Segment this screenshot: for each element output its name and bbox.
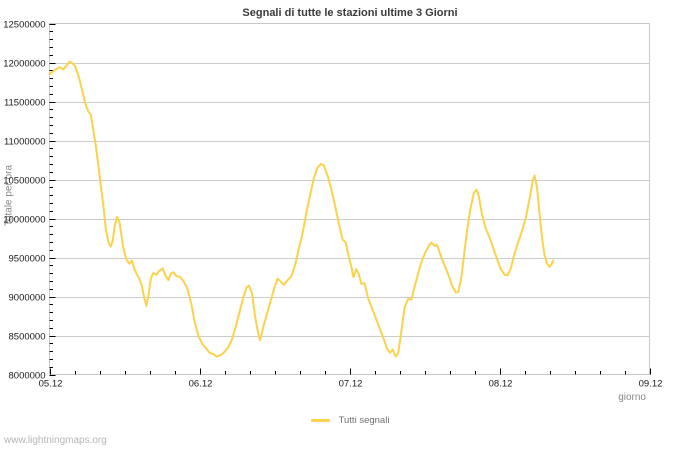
y-tick-label: 8500000 (9, 332, 46, 343)
y-tick-label: 9500000 (9, 254, 46, 265)
y-tick-label: 12500000 (3, 20, 45, 31)
y-tick-label: 10000000 (3, 215, 45, 226)
legend-label: Tutti segnali (338, 415, 390, 426)
series-line (48, 60, 555, 358)
y-tick-label: 10500000 (3, 176, 45, 187)
y-tick-label: 12000000 (3, 59, 45, 70)
watermark-text: www.lightningmaps.org (4, 435, 107, 446)
y-tick-label: 11000000 (4, 137, 46, 148)
y-tick-label: 9000000 (9, 293, 46, 304)
x-tick-label: 07.12 (339, 379, 363, 390)
legend: Tutti segnali (0, 415, 700, 426)
y-tick-label: 8000000 (9, 371, 46, 382)
x-tick-label: 06.12 (189, 379, 213, 390)
x-axis-label: giorno (618, 392, 646, 403)
plot-frame (49, 23, 650, 375)
y-tick-label: 11500000 (4, 98, 46, 109)
x-tick-label: 08.12 (489, 379, 513, 390)
x-tick-label: 05.12 (39, 379, 63, 390)
chart-title: Segnali di tutte le stazioni ultime 3 Gi… (242, 7, 458, 19)
legend-line-swatch (310, 419, 330, 422)
x-tick-label: 09.12 (639, 379, 663, 390)
